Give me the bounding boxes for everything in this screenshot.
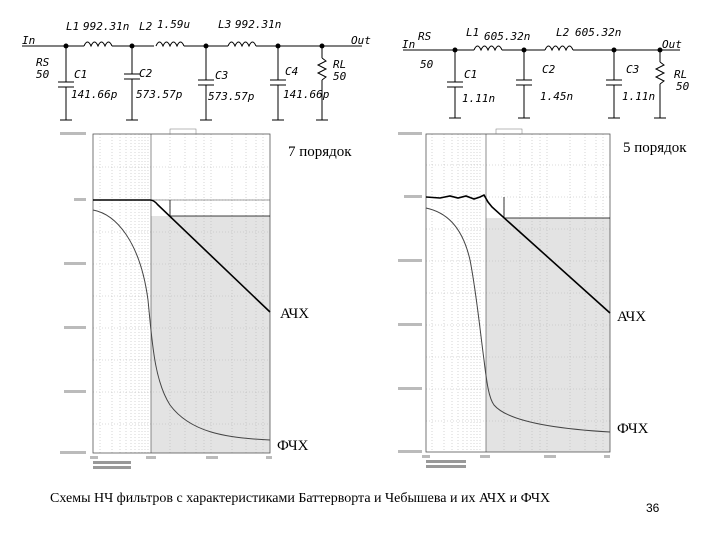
l2-name: L2 [139,20,153,33]
c1-name: C1 [464,68,477,81]
output-label: Out [351,34,371,47]
resistor-rl-symbol [654,50,666,119]
schematic-5th-labels: In Out RS 50 RL 50 L1 605.32n L2 605.32n… [402,26,690,105]
plot-5th-labels: 5 порядок АЧХ ФЧХ [617,140,687,437]
c1-name: C1 [74,68,87,81]
c2-value: 573.57p [136,88,183,101]
rl-name: RL [333,58,346,71]
inductor-l1-symbol [83,41,113,48]
axis-tick-labels [60,132,272,469]
l3-name: L3 [218,18,231,31]
slide-caption: Схемы НЧ фильтров с характеристиками Бат… [50,491,551,506]
c3-name: C3 [626,63,639,76]
stopband-shading [151,216,270,453]
rs-value: 50 [420,58,434,71]
c4-value: 141.66p [283,88,330,101]
order-label: 5 порядок [623,140,687,156]
plot-grid [426,134,610,452]
c4-name: C4 [285,65,298,78]
magnitude-response-curve [425,193,611,314]
axis-tick-labels [398,132,610,468]
capacitor-c3-symbol [606,50,622,119]
capacitor-c4-symbol [270,46,286,121]
stopband-shading [486,218,610,452]
rl-value: 50 [676,80,690,93]
magnitude-label: АЧХ [280,306,309,322]
l1-name: L1 [466,26,479,39]
input-label: In [22,34,35,47]
plot-7th-labels: 7 порядок АЧХ ФЧХ [277,144,352,454]
order-label: 7 порядок [288,144,352,160]
l1-value: 605.32n [484,30,530,43]
output-label: Out [662,38,682,51]
schematic-5th-order [403,45,680,119]
page-number: 36 [646,501,660,515]
plot-grid [93,134,270,453]
c3-value: 573.57p [208,90,255,103]
l1-name: L1 [66,20,79,33]
inductor-l2-symbol [544,45,574,52]
magnitude-label: АЧХ [617,309,646,325]
rs-name: RS [36,56,50,69]
l3-value: 992.31n [235,18,281,31]
c2-value: 1.45n [540,90,573,103]
c3-value: 1.11n [622,90,655,103]
l1-value: 992.31n [83,20,129,33]
phase-label: ФЧХ [277,438,309,454]
phase-response-curve [425,207,611,433]
l2-value: 1.59u [157,18,190,31]
c2-name: C2 [139,67,153,80]
l2-value: 605.32n [575,26,621,39]
magnitude-response-curve [93,199,271,313]
capacitor-c1-symbol [58,46,74,121]
phase-label: ФЧХ [617,421,649,437]
inductor-l3-symbol [227,41,257,48]
capacitor-c2-symbol [124,46,140,121]
c3-name: C3 [215,69,228,82]
rl-value: 50 [333,70,347,83]
rl-name: RL [674,68,687,81]
input-label: In [402,38,415,51]
capacitor-c1-symbol [447,50,463,119]
c2-name: C2 [542,63,556,76]
schematic-7th-labels: In Out RS 50 RL 50 L1 992.31n L2 1.59u L… [22,18,371,103]
l2-name: L2 [556,26,570,39]
resistor-rl-symbol [316,46,328,121]
rs-value: 50 [36,68,50,81]
inductor-l1-symbol [473,45,503,52]
plot-5th-order [398,128,611,468]
c1-value: 141.66p [71,88,118,101]
schematic-7th-order [22,41,362,121]
capacitor-c2-symbol [516,50,532,119]
c1-value: 1.11n [462,92,495,105]
phase-response-curve [92,209,271,441]
capacitor-c3-symbol [198,46,214,121]
rs-name: RS [418,30,432,43]
inductor-l2-symbol [155,41,185,48]
plot-7th-order [60,128,272,469]
